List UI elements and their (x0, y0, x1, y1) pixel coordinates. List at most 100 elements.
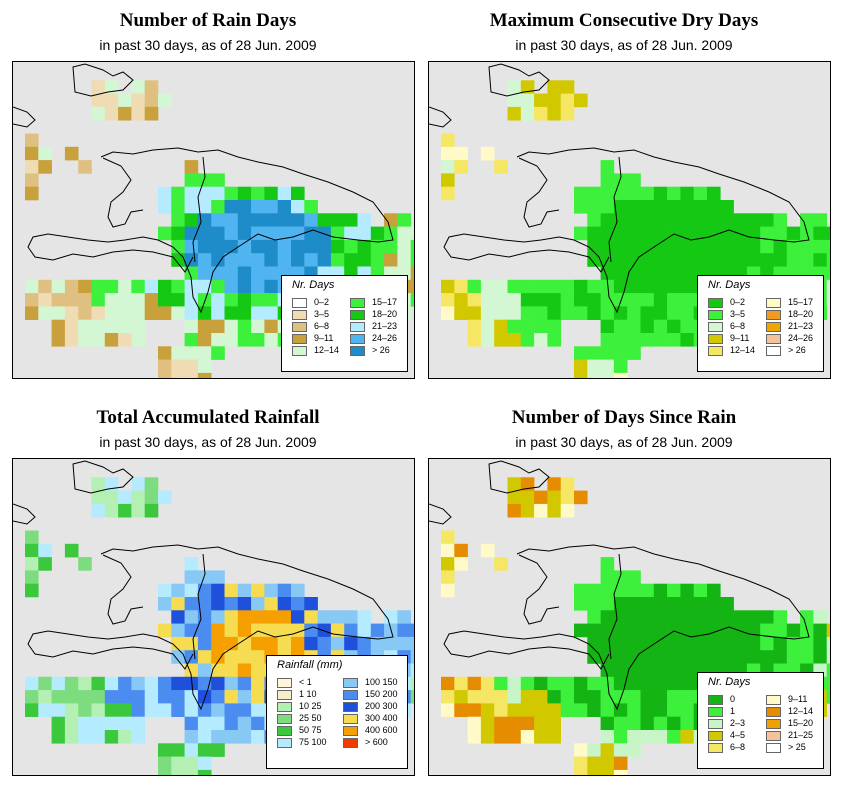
grid-cell (291, 610, 305, 624)
grid-cell (587, 279, 601, 294)
grid-cell (397, 623, 411, 638)
grid-cell (480, 293, 495, 307)
grid-cell (667, 583, 681, 598)
grid-cell (277, 597, 292, 611)
grid-cell (118, 293, 132, 307)
grid-cell (184, 743, 199, 757)
legend-item: 300 400 (343, 713, 414, 724)
grid-cell (600, 359, 615, 374)
legend-label: 150 200 (365, 689, 398, 699)
grid-cell (480, 703, 495, 717)
legend-label: 21–23 (788, 321, 814, 331)
grid-cell (277, 226, 292, 241)
grid-cell (78, 716, 92, 731)
grid-cell (158, 186, 172, 201)
grid-cell (680, 239, 694, 254)
grid-cell (733, 239, 748, 254)
legend-swatch (277, 690, 292, 700)
grid-cell (211, 200, 225, 214)
grid-cell (707, 239, 721, 254)
grid-cell (237, 583, 252, 598)
grid-cell (291, 636, 305, 651)
grid-cell (640, 650, 655, 664)
grid-cell (51, 730, 66, 744)
grid-cell (171, 359, 185, 374)
grid-cell (534, 319, 548, 334)
grid-cell (640, 266, 655, 281)
coastline (27, 544, 394, 711)
grid-cell (264, 293, 278, 307)
grid-cell (441, 676, 455, 691)
grid-cell (51, 703, 66, 717)
map-dry-days: Nr. Days 0–2 3–5 6–8 9–11 12–14 15–17 18–20 21–… (428, 61, 831, 379)
grid-cell (640, 186, 655, 201)
grid-cell (627, 743, 641, 757)
grid-cell (547, 293, 561, 307)
grid-cell (627, 570, 641, 584)
grid-cell (144, 503, 159, 518)
grid-cell (547, 490, 561, 505)
legend-item: 9–11 (766, 694, 830, 705)
legend-swatch (350, 322, 365, 332)
grid-cell (184, 703, 199, 717)
grid-cell (224, 293, 239, 307)
grid-cell (627, 239, 641, 254)
legend-item: 12–14 (708, 345, 788, 356)
legend-label: 0 (730, 694, 736, 704)
legend-label: 6–8 (730, 742, 746, 752)
grid-cell (520, 503, 535, 518)
grid-cell (800, 636, 814, 651)
legend-swatch (343, 726, 358, 736)
grid-cell (826, 650, 830, 664)
grid-cell (357, 226, 372, 241)
grid-cell (158, 306, 172, 320)
grid-cell (494, 730, 508, 744)
grid-cell (38, 306, 52, 320)
legend-item: 3–5 (708, 309, 788, 320)
grid-cell (560, 477, 575, 491)
grid-cell (131, 279, 145, 294)
grid-cell (91, 106, 106, 121)
panel-rain-days: Number of Rain Days in past 30 days, as … (0, 0, 416, 384)
grid-cell (760, 610, 774, 624)
grid-cell (653, 690, 668, 704)
grid-cell (441, 186, 455, 201)
grid-cell (25, 583, 39, 598)
grid-cell (773, 623, 788, 638)
grid-cell (653, 279, 668, 294)
grid-cell (171, 636, 185, 651)
grid-cell (507, 106, 522, 121)
grid-cell (667, 306, 681, 320)
grid-cell (184, 372, 199, 378)
grid-cell (38, 557, 52, 571)
grid-cell (370, 623, 385, 638)
grid-cell (534, 93, 548, 108)
grid-cell (587, 226, 601, 241)
grid-cell (733, 636, 748, 651)
grid-cell (720, 253, 734, 267)
legend-item: 0–2 (708, 297, 788, 308)
grid-cell (197, 372, 212, 378)
grid-cell (667, 597, 681, 611)
grid-cell (600, 293, 615, 307)
grid-cell (613, 319, 628, 334)
legend-swatch (350, 334, 365, 344)
grid-cell (78, 703, 92, 717)
grid-cell (454, 306, 468, 320)
grid-cell (224, 650, 239, 664)
grid-cell (574, 597, 588, 611)
grid-cell (667, 293, 681, 307)
grid-cell (211, 266, 225, 281)
grid-cell (104, 106, 119, 121)
grid-cell (587, 676, 601, 691)
grid-cell (264, 636, 278, 651)
grid-cell (653, 583, 668, 598)
grid-cell (826, 226, 830, 241)
legend-item: 18–20 (350, 309, 414, 320)
legend-swatch (350, 298, 365, 308)
grid-cell (171, 226, 185, 241)
grid-cell (547, 279, 561, 294)
grid-cell (467, 676, 482, 691)
grid-cell (304, 213, 318, 227)
grid-cell (211, 623, 225, 638)
